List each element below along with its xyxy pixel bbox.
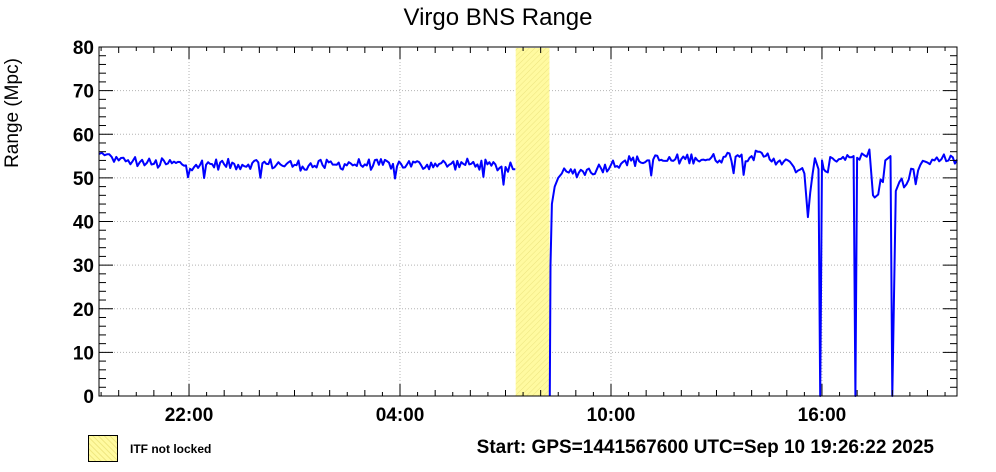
legend-swatch-itf-not-locked	[88, 435, 118, 462]
legend: ITF not locked	[88, 434, 211, 463]
y-tick-label: 0	[83, 387, 94, 408]
y-tick-label: 40	[73, 213, 94, 234]
x-tick-label: 10:00	[587, 405, 636, 426]
axis-ticks	[99, 46, 957, 397]
y-tick-label: 10	[73, 343, 94, 364]
y-tick-label: 80	[73, 38, 94, 59]
unlocked-shading-layer	[515, 48, 550, 396]
x-tick-label: 22:00	[165, 405, 214, 426]
y-tick-label: 50	[73, 169, 94, 190]
y-tick-label: 70	[73, 82, 94, 103]
x-tick-labels: 22:00 04:00 10:00 16:00	[165, 405, 847, 426]
x-tick-label: 16:00	[798, 405, 847, 426]
y-tick-label: 30	[73, 256, 94, 277]
series-layer	[98, 148, 958, 397]
legend-label-itf-not-locked: ITF not locked	[130, 441, 212, 456]
start-time-annotation: Start: GPS=1441567600 UTC=Sep 10 19:26:2…	[476, 437, 934, 458]
x-tick-label: 04:00	[376, 405, 425, 426]
y-axis-label: Range (Mpc)	[2, 58, 23, 168]
y-tick-label: 60	[73, 125, 94, 146]
y-tick-labels: 0 10 20 30 40 50 60 70 80	[73, 38, 94, 408]
unlocked-region-hatch	[515, 48, 550, 396]
chart-title: Virgo BNS Range	[403, 4, 593, 31]
y-tick-label: 20	[73, 300, 94, 321]
bns-range-series-line	[98, 148, 958, 397]
